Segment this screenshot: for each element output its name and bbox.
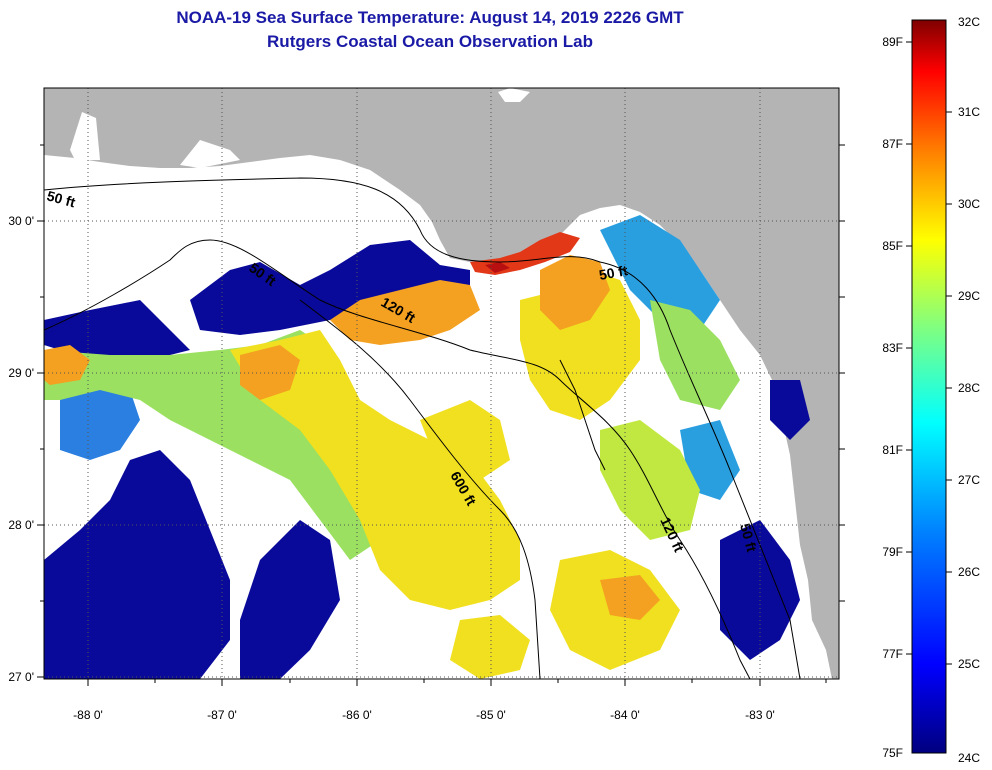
colorbar-ticks: [906, 41, 952, 665]
lake: [498, 88, 530, 102]
depth-contours: [44, 177, 801, 679]
colorbar-c-label: 29C: [958, 289, 980, 303]
colorbar-f-label: 81F: [882, 443, 903, 457]
colorbar-c-label: 26C: [958, 565, 980, 579]
lon-tick-label: -84 0': [610, 708, 640, 722]
sst-data: [44, 215, 810, 679]
bay: [180, 140, 240, 168]
colorbar-c-label: 31C: [958, 105, 980, 119]
colorbar-f-label: 87F: [882, 137, 903, 151]
lon-tick-label: -86 0': [342, 708, 372, 722]
lon-tick-label: -87 0': [207, 708, 237, 722]
contour-label: 50 ft: [737, 522, 760, 554]
lon-tick-label: -88 0': [73, 708, 103, 722]
colorbar-c-label: 24C: [958, 751, 980, 765]
contour-label: 50 ft: [45, 187, 77, 210]
colorbar-f-label: 75F: [882, 746, 903, 760]
lon-tick-label: -83 0': [745, 708, 775, 722]
map-frame: [43, 87, 840, 680]
colorbar-f-label: 83F: [882, 341, 903, 355]
colorbar-c-label: 32C: [958, 15, 980, 29]
lon-tick-label: -85 0': [476, 708, 506, 722]
bay: [70, 112, 100, 160]
lat-tick-label: 27 0': [8, 670, 34, 684]
graticule: [44, 88, 839, 679]
colorbar: [911, 19, 947, 754]
colorbar-c-label: 27C: [958, 473, 980, 487]
land-mass: [44, 88, 839, 679]
map-title: NOAA-19 Sea Surface Temperature: August …: [176, 8, 684, 27]
frame-ticks: [37, 144, 845, 686]
colorbar-f-label: 89F: [882, 35, 903, 49]
map-subtitle: Rutgers Coastal Ocean Observation Lab: [267, 32, 593, 51]
colorbar-f-label: 79F: [882, 545, 903, 559]
colorbar-f-label: 85F: [882, 239, 903, 253]
lat-tick-label: 28 0': [8, 518, 34, 532]
colorbar-c-label: 30C: [958, 197, 980, 211]
colorbar-c-label: 28C: [958, 381, 980, 395]
colorbar-f-label: 77F: [882, 647, 903, 661]
lat-tick-label: 29 0': [8, 366, 34, 380]
lat-tick-label: 30 0': [8, 214, 34, 228]
colorbar-c-label: 25C: [958, 657, 980, 671]
contour-label: 50 ft: [598, 262, 629, 283]
